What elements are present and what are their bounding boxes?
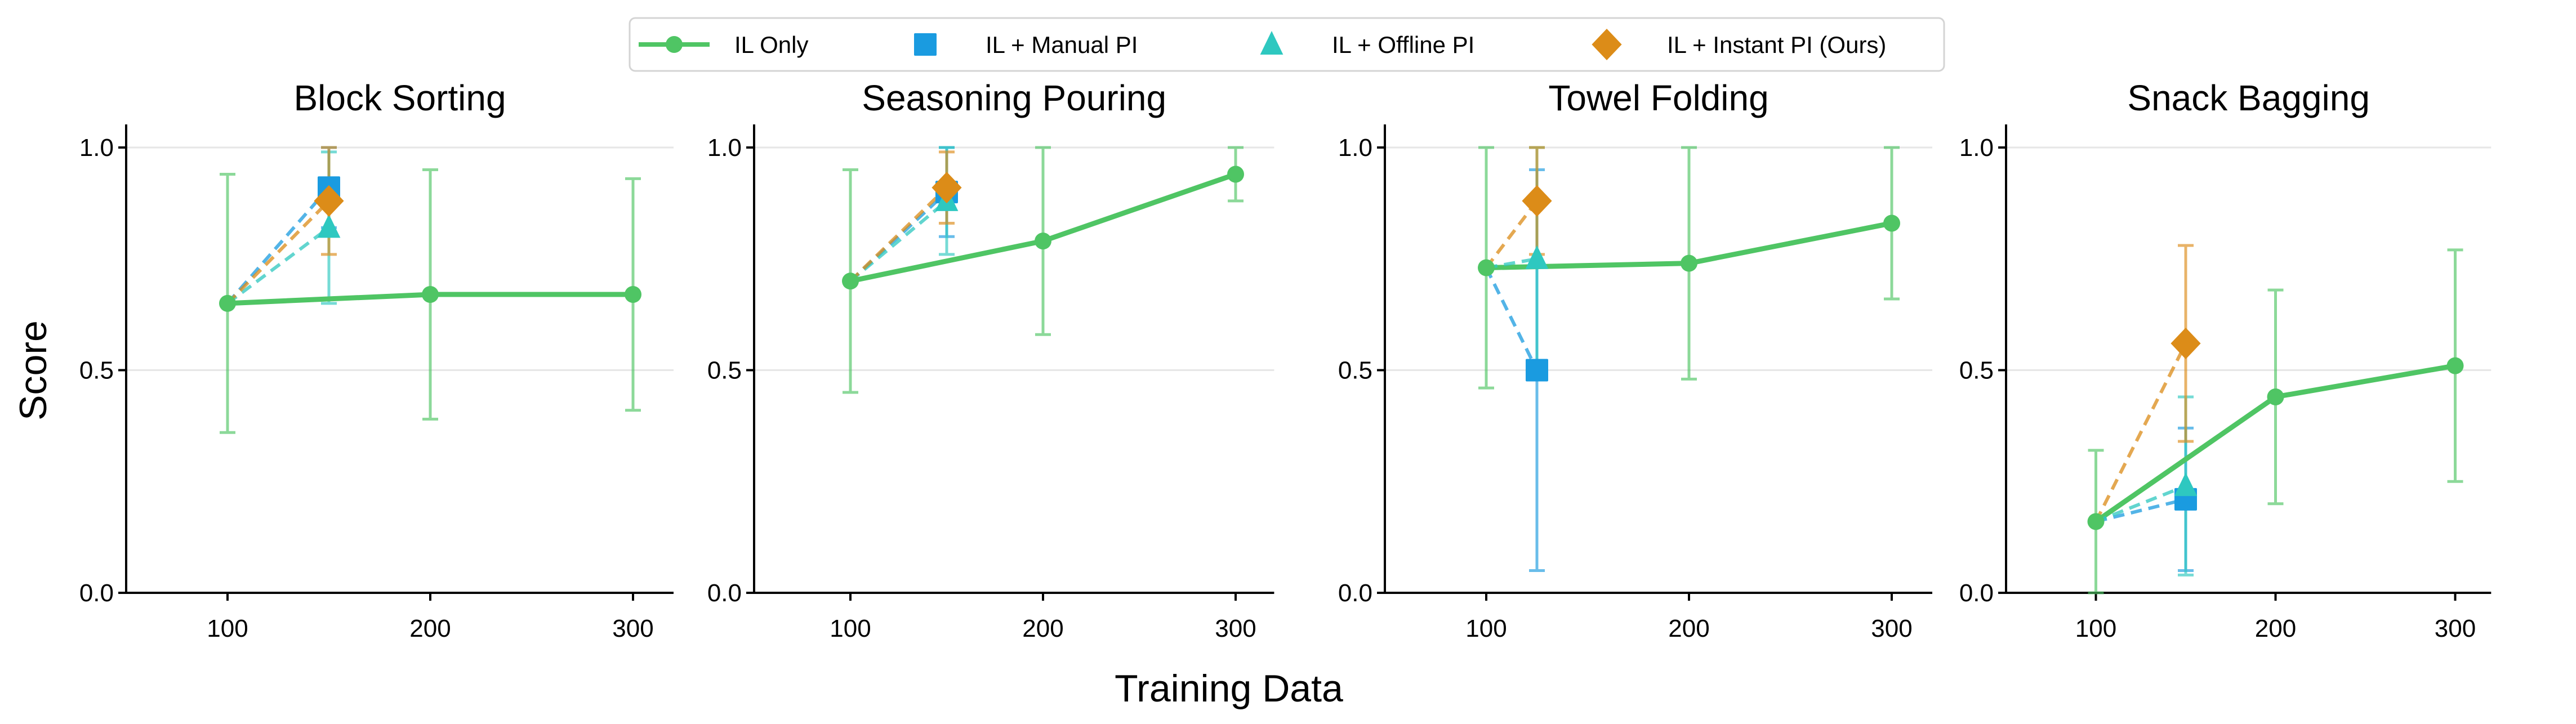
x-tick-label: 300: [612, 615, 653, 642]
legend-item: IL + Manual PI: [914, 32, 1138, 58]
x-tick-label: 300: [1215, 615, 1256, 642]
il-only-point: [1227, 166, 1244, 183]
panel-snack-bagging: 0.0 0.5 1.0 100 200 300 Snack Bagging: [1959, 78, 2492, 642]
y-tick-label: 0.0: [707, 579, 742, 607]
panel-title: Block Sorting: [293, 78, 506, 118]
instant-pi-point: [314, 185, 344, 217]
legend-marker-triangle-icon: [1260, 31, 1283, 55]
y-tick-label: 0.5: [1959, 357, 1994, 385]
instant-pi-point: [1522, 185, 1552, 217]
y-axis-label: Score: [12, 320, 55, 421]
legend-item: IL + Offline PI: [1260, 31, 1474, 58]
legend-marker-square-icon: [914, 33, 937, 56]
il-only-point: [1681, 254, 1697, 272]
legend-label: IL + Instant PI (Ours): [1667, 32, 1886, 58]
il-only-point: [842, 272, 859, 290]
offline-pi-dashed-line: [226, 226, 330, 305]
il-only-point: [2446, 357, 2464, 374]
panel-towel-folding: 0.0 0.5 1.0 100 200 300 Towel Folding: [1338, 78, 1932, 642]
x-tick-label: 200: [1668, 615, 1709, 642]
y-tick-label: 1.0: [1959, 134, 1994, 162]
legend-frame: [629, 17, 1945, 72]
legend-item: IL Only: [639, 32, 809, 58]
x-tick-label: 200: [409, 615, 451, 642]
y-tick-label: 0.5: [79, 357, 114, 385]
y-tick-label: 0.5: [1338, 357, 1372, 385]
legend-marker-diamond-icon: [1592, 29, 1622, 60]
x-tick-label: 100: [207, 615, 248, 642]
instant-pi-dashed-line: [226, 199, 331, 305]
x-tick-label: 100: [830, 615, 871, 642]
il-only-point: [2267, 388, 2284, 405]
panel-title: Seasoning Pouring: [862, 78, 1166, 118]
manual-pi-point: [1526, 359, 1548, 382]
il-only-point: [625, 286, 641, 303]
legend-item: IL + Instant PI (Ours): [1592, 29, 1886, 60]
instant-pi-point: [932, 172, 962, 204]
x-tick-label: 300: [1871, 615, 1912, 642]
panel-block-sorting: 0.0 0.5 1.0 100 200 300 Block Sorting: [79, 78, 674, 642]
instant-pi-dashed-line: [849, 186, 948, 283]
il-only-point: [1478, 259, 1495, 276]
legend: IL Only IL + Manual PI IL + Offline PI IL +…: [629, 17, 1945, 72]
manual-pi-dashed-line: [1485, 267, 1539, 371]
il-only-point: [2087, 513, 2105, 530]
y-tick-label: 0.0: [1338, 579, 1372, 607]
x-tick-label: 100: [2075, 615, 2116, 642]
y-tick-label: 0.0: [79, 579, 114, 607]
x-tick-label: 200: [1022, 615, 1063, 642]
x-tick-label: 200: [2255, 615, 2296, 642]
il-only-point: [422, 286, 439, 303]
il-only-point: [1883, 214, 1900, 232]
panel-title: Towel Folding: [1548, 78, 1768, 118]
instant-pi-dashed-line: [2094, 342, 2187, 522]
offline-pi-dashed-line: [2095, 484, 2187, 524]
legend-marker-circle-icon: [666, 36, 683, 53]
x-tick-label: 300: [2435, 615, 2476, 642]
offline-pi-dashed-line: [1486, 257, 1537, 270]
panel-seasoning-pouring: 0.0 0.5 1.0 100 200 300 Seasoning Pouring: [707, 78, 1274, 642]
y-tick-label: 0.5: [707, 357, 742, 385]
panel-title: Snack Bagging: [2127, 78, 2370, 118]
offline-pi-point: [1525, 245, 1549, 269]
y-tick-label: 1.0: [707, 134, 742, 162]
il-only-point: [219, 294, 236, 312]
instant-pi-point: [2171, 328, 2201, 360]
legend-label: IL + Manual PI: [986, 32, 1138, 58]
legend-label: IL Only: [734, 32, 809, 58]
offline-pi-point: [317, 214, 341, 238]
offline-pi-point: [2174, 472, 2198, 497]
x-axis-label: Training Data: [1115, 667, 1343, 710]
il-only-point: [1035, 233, 1051, 250]
y-tick-label: 1.0: [79, 134, 114, 162]
manual-pi-dashed-line: [2095, 497, 2186, 524]
y-tick-label: 0.0: [1959, 579, 1994, 607]
legend-label: IL + Offline PI: [1332, 32, 1474, 58]
instant-pi-dashed-line: [1485, 200, 1539, 269]
x-tick-label: 100: [1465, 615, 1507, 642]
panels: 0.0 0.5 1.0 100 200 300 Block Sorting 0.0 0.5 1.0…: [79, 78, 2492, 642]
y-tick-label: 1.0: [1338, 134, 1372, 162]
